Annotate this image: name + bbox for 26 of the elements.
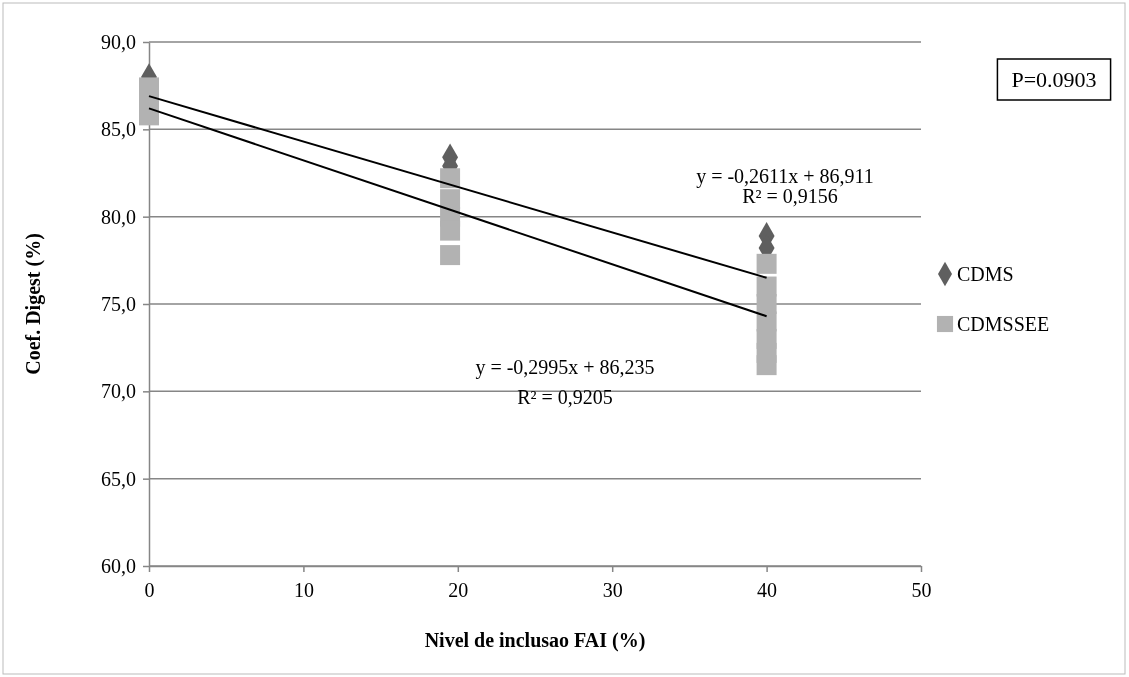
x-tick-label: 10	[293, 579, 314, 601]
y-tick-label: 85,0	[101, 118, 136, 141]
point	[440, 220, 461, 241]
point	[756, 253, 777, 274]
legend-label: CDMS	[957, 263, 1014, 285]
legend-label: CDMSSEE	[957, 313, 1050, 335]
x-tick-label: 50	[911, 579, 932, 601]
annotation: y = -0,2611x + 86,911	[696, 164, 874, 188]
x-axis-title: Nivel de inclusao FAI (%)	[424, 629, 646, 652]
y-tick-label: 70,0	[101, 380, 136, 403]
y-tick-label: 60,0	[101, 554, 136, 577]
y-tick-label: 65,0	[101, 467, 136, 490]
point	[756, 355, 777, 376]
annotation: y = -0,2995x + 86,235	[475, 355, 655, 379]
y-tick-label: 90,0	[101, 30, 136, 53]
annotation: R² = 0,9205	[517, 385, 613, 408]
x-tick-label: 40	[757, 579, 778, 601]
point	[139, 105, 159, 126]
x-tick-label: 30	[602, 579, 623, 601]
text: P=0.0903	[1011, 67, 1097, 92]
y-tick-label: 75,0	[101, 292, 136, 315]
y-tick-label: 80,0	[101, 205, 136, 228]
point	[440, 245, 461, 266]
x-tick-label: 0	[144, 579, 155, 601]
x-tick-label: 20	[448, 579, 469, 601]
y-axis-title: Coef. Digest (%)	[22, 233, 45, 375]
